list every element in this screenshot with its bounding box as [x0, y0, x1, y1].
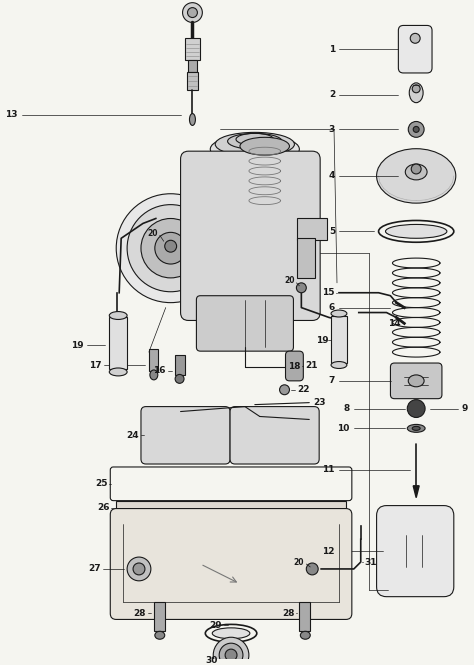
- FancyBboxPatch shape: [376, 505, 454, 597]
- Circle shape: [219, 643, 243, 665]
- Circle shape: [182, 3, 202, 23]
- Circle shape: [413, 126, 419, 132]
- Text: 20: 20: [147, 229, 158, 238]
- Ellipse shape: [376, 149, 456, 203]
- Circle shape: [116, 194, 225, 303]
- Bar: [297, 238, 315, 278]
- FancyBboxPatch shape: [110, 509, 352, 619]
- Text: 26: 26: [97, 503, 109, 512]
- Text: 1: 1: [329, 45, 335, 54]
- Text: 3: 3: [329, 125, 335, 134]
- Ellipse shape: [210, 134, 300, 164]
- Text: 18: 18: [289, 362, 301, 372]
- Bar: [188, 60, 197, 72]
- Text: 16: 16: [153, 366, 166, 376]
- Text: 30: 30: [206, 656, 218, 664]
- Circle shape: [165, 240, 177, 252]
- Ellipse shape: [215, 132, 294, 156]
- Text: 25: 25: [95, 479, 107, 488]
- Circle shape: [225, 649, 237, 661]
- Text: 21: 21: [305, 362, 318, 370]
- Text: 4: 4: [328, 172, 335, 180]
- Text: 2: 2: [329, 90, 335, 99]
- Text: 10: 10: [337, 424, 350, 433]
- Circle shape: [127, 205, 214, 292]
- Text: 29: 29: [210, 621, 222, 630]
- Text: 11: 11: [322, 465, 335, 474]
- FancyBboxPatch shape: [181, 151, 320, 321]
- Text: 19: 19: [71, 340, 83, 350]
- Circle shape: [411, 164, 421, 174]
- Text: 13: 13: [5, 110, 17, 119]
- Circle shape: [306, 563, 318, 575]
- Ellipse shape: [385, 224, 447, 238]
- Circle shape: [410, 33, 420, 43]
- Text: 12: 12: [322, 547, 335, 556]
- Ellipse shape: [405, 164, 427, 180]
- Circle shape: [408, 122, 424, 137]
- Text: 19: 19: [317, 336, 329, 344]
- Circle shape: [155, 232, 186, 264]
- Text: 23: 23: [313, 398, 326, 407]
- FancyBboxPatch shape: [398, 25, 432, 73]
- Ellipse shape: [175, 374, 184, 383]
- Circle shape: [213, 637, 249, 665]
- Ellipse shape: [109, 368, 127, 376]
- Ellipse shape: [301, 631, 310, 639]
- Ellipse shape: [155, 631, 165, 639]
- Ellipse shape: [412, 85, 420, 92]
- Ellipse shape: [331, 310, 347, 317]
- Text: 17: 17: [89, 360, 101, 370]
- Bar: [116, 501, 346, 515]
- FancyBboxPatch shape: [230, 406, 319, 464]
- Circle shape: [296, 283, 306, 293]
- Ellipse shape: [240, 137, 290, 155]
- FancyBboxPatch shape: [141, 406, 230, 464]
- Ellipse shape: [407, 424, 425, 432]
- Circle shape: [188, 7, 197, 17]
- Text: 14: 14: [389, 319, 401, 328]
- Text: 6: 6: [329, 303, 335, 312]
- FancyBboxPatch shape: [391, 363, 442, 399]
- Text: 7: 7: [328, 376, 335, 385]
- Bar: [331, 315, 347, 363]
- Bar: [297, 219, 327, 240]
- Bar: [186, 72, 199, 90]
- Circle shape: [407, 400, 425, 418]
- Polygon shape: [413, 486, 419, 497]
- Bar: [149, 349, 158, 371]
- Text: 5: 5: [329, 227, 335, 236]
- Bar: [174, 355, 184, 375]
- Text: 31: 31: [365, 557, 377, 567]
- Text: 20: 20: [294, 557, 304, 567]
- Bar: [109, 317, 127, 369]
- Circle shape: [127, 557, 151, 581]
- Ellipse shape: [212, 628, 250, 639]
- Circle shape: [141, 219, 201, 278]
- Ellipse shape: [109, 311, 127, 319]
- Text: 15: 15: [322, 288, 335, 297]
- Ellipse shape: [409, 83, 423, 102]
- Text: 28: 28: [282, 609, 294, 618]
- Text: 28: 28: [133, 609, 146, 618]
- Text: 9: 9: [462, 404, 468, 413]
- FancyBboxPatch shape: [285, 351, 303, 381]
- Text: 8: 8: [344, 404, 350, 413]
- Ellipse shape: [150, 370, 158, 380]
- Ellipse shape: [228, 134, 282, 149]
- Text: 27: 27: [89, 565, 101, 573]
- Bar: [300, 602, 310, 631]
- Text: 20: 20: [284, 277, 294, 285]
- Ellipse shape: [190, 114, 195, 126]
- Ellipse shape: [412, 426, 420, 430]
- FancyBboxPatch shape: [196, 296, 293, 351]
- Ellipse shape: [331, 362, 347, 368]
- Text: 24: 24: [127, 431, 139, 440]
- Bar: [184, 39, 201, 60]
- Circle shape: [280, 385, 290, 395]
- Circle shape: [133, 563, 145, 575]
- Ellipse shape: [408, 375, 424, 387]
- Bar: [154, 602, 165, 631]
- Text: 22: 22: [297, 385, 310, 394]
